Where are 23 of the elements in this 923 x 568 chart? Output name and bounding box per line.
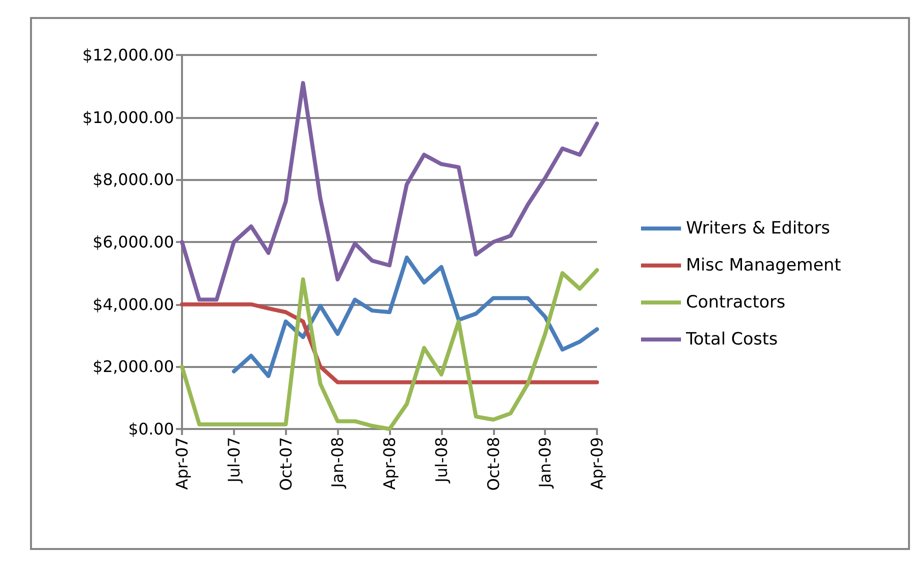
- x-tick-label: Jan-09: [536, 437, 555, 489]
- y-tick-label: $8,000.00: [92, 170, 174, 190]
- y-tick-label: $6,000.00: [92, 232, 174, 252]
- line-series: [180, 81, 599, 302]
- y-tick-label: $12,000.00: [82, 46, 174, 64]
- legend-label: Total Costs: [685, 330, 778, 350]
- x-tick-label: Jul-07: [224, 437, 244, 484]
- legend-label: Misc Management: [686, 256, 842, 276]
- x-tick-label: Jul-08: [432, 437, 451, 484]
- x-tick-label: Apr-08: [380, 437, 399, 490]
- x-tick-label: Oct-07: [276, 437, 296, 491]
- x-tick-label: Jan-08: [328, 437, 348, 489]
- y-tick-label: $4,000.00: [92, 294, 174, 314]
- legend-label: Contractors: [686, 292, 786, 312]
- y-tick-label: $2,000.00: [92, 357, 174, 376]
- x-tick-label: Oct-08: [484, 437, 503, 491]
- y-tick-label: $10,000.00: [82, 108, 174, 127]
- y-tick-label: $0.00: [128, 420, 174, 438]
- legend-label: Writers & Editors: [686, 218, 830, 238]
- x-tick-label: Apr-07: [172, 437, 192, 490]
- line-series: [232, 256, 599, 378]
- line-series: [180, 302, 599, 384]
- x-tick-label: Apr-09: [588, 437, 606, 490]
